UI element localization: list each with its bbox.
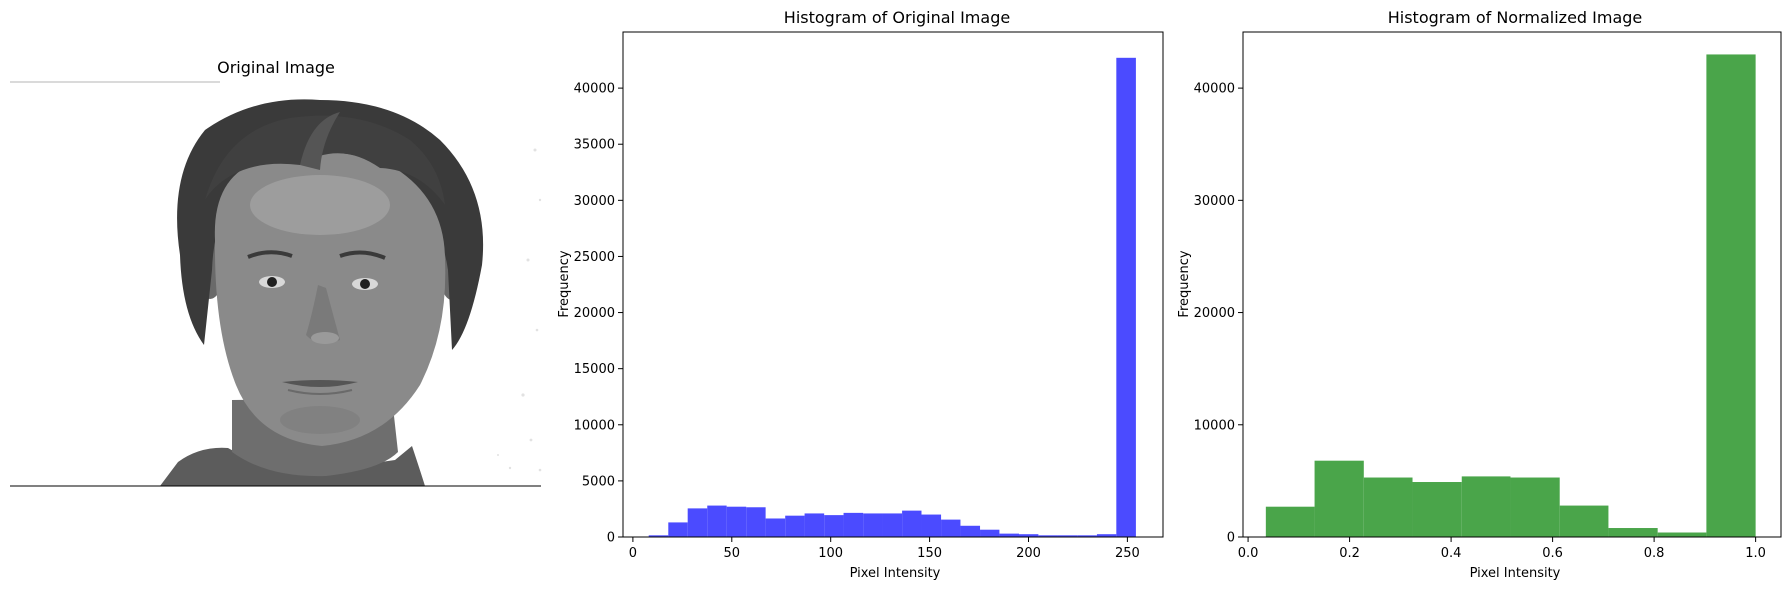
- x-tick-label: 150: [917, 546, 942, 561]
- x-tick-label: 50: [724, 546, 741, 561]
- histogram-bar: [1412, 482, 1462, 537]
- histogram-bar: [726, 506, 747, 537]
- histogram-bar: [843, 512, 864, 537]
- histogram-bar: [746, 507, 766, 537]
- x-tick-label: 1.0: [1745, 546, 1766, 561]
- y-tick-label: 10000: [1194, 418, 1235, 433]
- x-tick-label: 0.4: [1441, 546, 1462, 561]
- histogram-bar: [921, 514, 942, 537]
- histogram-bar: [1116, 57, 1136, 538]
- x-tick-label: 0.2: [1339, 546, 1360, 561]
- x-tick-label: 0.8: [1644, 546, 1665, 561]
- y-tick-label: 30000: [574, 194, 615, 209]
- histogram-bar: [1657, 532, 1707, 537]
- histogram-bar: [1038, 535, 1058, 537]
- histogram-bar: [804, 513, 825, 537]
- histogram-bar: [960, 525, 981, 537]
- portrait-photo: [160, 99, 542, 486]
- plot-frame: [1242, 31, 1782, 538]
- y-tick-label: 0: [607, 531, 615, 546]
- histogram-bar: [668, 522, 688, 537]
- y-tick-label: 10000: [574, 418, 615, 433]
- y-tick-label: 20000: [1194, 306, 1235, 321]
- histogram-bar: [687, 508, 708, 537]
- histogram-bar: [863, 513, 883, 537]
- histogram-bar: [1706, 54, 1756, 537]
- histogram-bar: [765, 518, 786, 537]
- histogram-bar: [1019, 534, 1039, 537]
- x-axis-label: Pixel Intensity: [850, 566, 941, 581]
- histogram-bar: [1314, 460, 1364, 537]
- histogram-bar: [999, 533, 1019, 537]
- x-tick-label: 0: [629, 546, 637, 561]
- x-tick-label: 200: [1016, 546, 1041, 561]
- y-tick-label: 40000: [1194, 82, 1235, 97]
- y-tick-label: 0: [1227, 531, 1235, 546]
- x-axis-label: Pixel Intensity: [1470, 566, 1561, 581]
- y-tick-label: 40000: [574, 82, 615, 97]
- histogram-bar: [1608, 528, 1658, 537]
- histogram-bar: [882, 513, 903, 537]
- y-tick-label: 15000: [574, 362, 615, 377]
- x-tick-label: 250: [1115, 546, 1140, 561]
- histogram-bar: [824, 515, 844, 537]
- histogram-bar: [1510, 477, 1560, 537]
- histogram-bar: [1363, 477, 1413, 537]
- histogram-bar: [1057, 535, 1078, 537]
- histogram-bar: [1096, 534, 1117, 537]
- x-tick-label: 0.6: [1542, 546, 1563, 561]
- y-axis-label: Frequency: [557, 250, 572, 317]
- histogram-bar: [707, 505, 727, 537]
- histogram-bar: [1265, 506, 1315, 537]
- histogram-bar: [902, 510, 922, 537]
- y-tick-label: 35000: [574, 138, 615, 153]
- chart-title: Histogram of Original Image: [784, 8, 1010, 27]
- histogram-bar: [1077, 535, 1097, 537]
- original-image-title: Original Image: [217, 58, 335, 77]
- histogram-bar: [941, 519, 961, 537]
- chart-title: Histogram of Normalized Image: [1388, 8, 1643, 27]
- x-tick-label: 100: [818, 546, 843, 561]
- y-tick-label: 5000: [582, 474, 615, 489]
- y-axis-label: Frequency: [1177, 250, 1192, 317]
- y-tick-label: 25000: [574, 250, 615, 265]
- histogram-bar: [1461, 476, 1511, 537]
- histogram-bar: [980, 529, 1000, 537]
- y-tick-label: 30000: [1194, 194, 1235, 209]
- plot-frame: [622, 31, 1164, 538]
- y-tick-label: 20000: [574, 306, 615, 321]
- histogram-bar: [1559, 505, 1609, 537]
- histogram-bar: [785, 515, 805, 537]
- x-tick-label: 0.0: [1238, 546, 1259, 561]
- histogram-bar: [648, 535, 669, 537]
